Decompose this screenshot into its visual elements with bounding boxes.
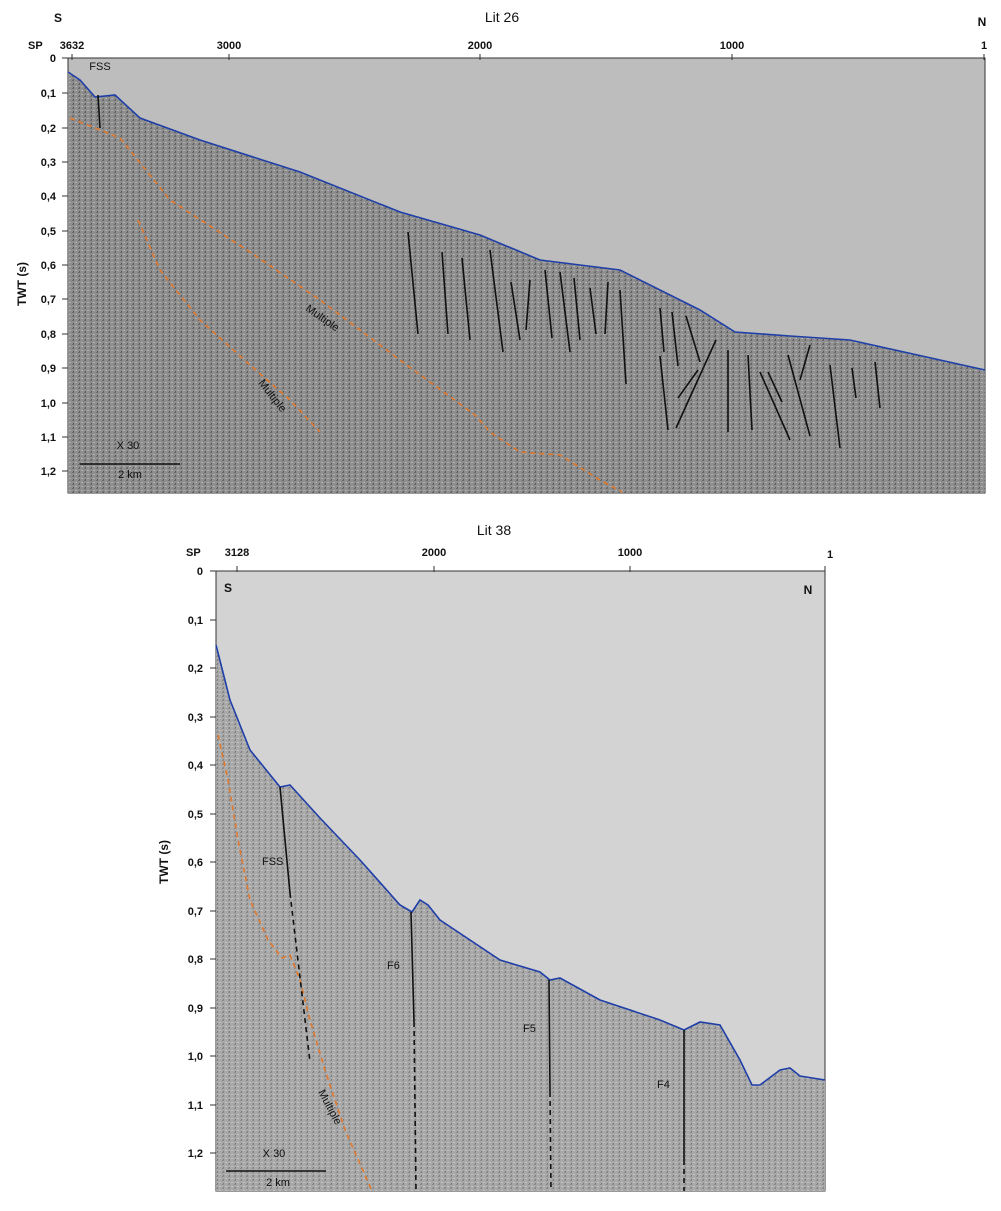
sp-label: SP (28, 40, 43, 52)
y-tick: 0,3 (41, 157, 56, 169)
fault-line-inferred (289, 892, 311, 1063)
fault-line (410, 911, 415, 1023)
fault-label: F5 (523, 1023, 536, 1035)
y-tick: 0 (50, 53, 56, 65)
y-tick: 0,4 (41, 191, 57, 203)
y-axis-label: TWT (s) (157, 840, 171, 884)
y-tick: 0,7 (41, 294, 56, 306)
y-tick: 0,9 (41, 363, 56, 375)
y-tick: 0,7 (188, 906, 203, 918)
y-tick: 0,5 (188, 809, 203, 821)
multiple-reflector (69, 117, 623, 493)
profile-lit38: Lit 38 SP 3128 2000 1000 1 S N 0 0,1 0,2… (157, 522, 833, 1192)
y-tick: 1,0 (188, 1051, 203, 1063)
fault-line-inferred (549, 1091, 552, 1192)
profile-lit26: Lit 26 S N SP 3632 3000 2000 1000 1 0 (15, 9, 987, 494)
y-tick: 0,4 (188, 760, 204, 772)
y-tick: 0,1 (188, 615, 203, 627)
profile-title: Lit 38 (477, 522, 511, 538)
direction-right: N (978, 15, 987, 29)
profile-title: Lit 26 (485, 9, 519, 25)
y-tick: 0,2 (188, 663, 203, 675)
fault-set (407, 231, 881, 449)
multiple-reflector (137, 219, 321, 433)
seabed-reflector (67, 71, 986, 371)
y-tick: 0,6 (41, 260, 56, 272)
y-tick: 0,1 (41, 88, 56, 100)
y-axis-label: TWT (s) (15, 262, 29, 306)
sp-label: SP (186, 547, 201, 559)
y-tick: 1,2 (41, 466, 56, 478)
y-tick: 1,1 (41, 432, 56, 444)
y-tick: 1,1 (188, 1100, 203, 1112)
sp-tick: 1 (827, 549, 833, 561)
direction-right: N (804, 583, 813, 597)
fault-line (279, 786, 291, 894)
y-tick: 0,2 (41, 123, 56, 135)
y-tick: 0,9 (188, 1003, 203, 1015)
sp-tick: 3000 (217, 40, 241, 52)
scale-length: 2 km (266, 1177, 290, 1189)
direction-left: S (54, 11, 62, 25)
vertical-exaggeration: X 30 (117, 440, 140, 452)
y-tick: 0 (197, 566, 203, 578)
sp-tick: 2000 (468, 40, 492, 52)
fault-label: F4 (657, 1079, 670, 1091)
sp-tick: 3128 (225, 547, 249, 559)
seismic-reflections (216, 645, 825, 1191)
sp-tick: 3632 (60, 40, 84, 52)
direction-left: S (224, 581, 232, 595)
seismic-reflections (68, 72, 985, 493)
y-tick: 1,2 (188, 1148, 203, 1160)
y-tick: 0,3 (188, 712, 203, 724)
y-tick: 0,5 (41, 226, 56, 238)
fault-label: F6 (387, 960, 400, 972)
fault-line-inferred (413, 1021, 417, 1192)
y-tick: 0,6 (188, 857, 203, 869)
fault-line (548, 979, 551, 1093)
fault-line (97, 94, 101, 129)
scale-length: 2 km (118, 469, 142, 481)
fault-label: FSS (262, 856, 283, 868)
seabed-reflector (215, 644, 826, 1086)
sp-tick: 2000 (422, 547, 446, 559)
y-tick: 0,8 (188, 954, 203, 966)
vertical-exaggeration: X 30 (263, 1148, 286, 1160)
sp-tick: 1000 (720, 40, 744, 52)
sp-tick: 1 (981, 40, 987, 52)
y-tick: 0,8 (41, 329, 56, 341)
sp-tick: 1000 (618, 547, 642, 559)
y-tick: 1,0 (41, 398, 56, 410)
fault-label: FSS (89, 61, 110, 73)
